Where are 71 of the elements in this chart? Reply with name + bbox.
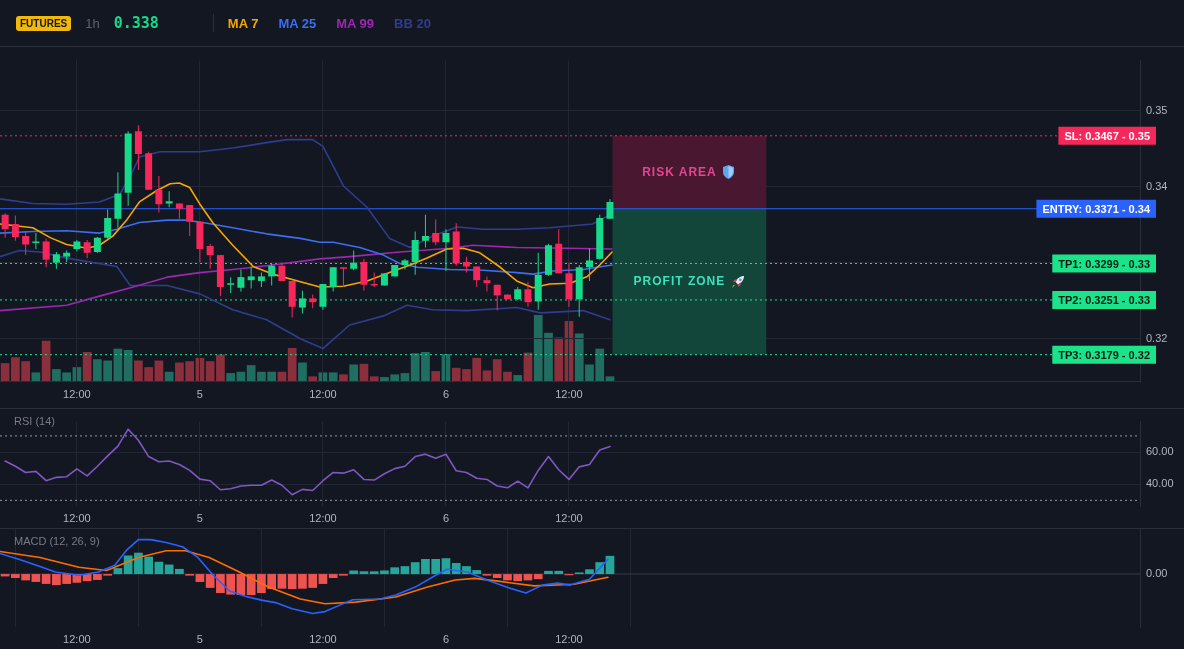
- x-tick-label: 12:00: [309, 511, 337, 524]
- y-tick-label: 60.00: [1146, 445, 1174, 458]
- ref-line-label: TP3: 0.3179 - 0.32: [1058, 348, 1151, 361]
- bar: [482, 370, 492, 381]
- bar: [400, 373, 410, 381]
- x-tick-label: 12:00: [309, 632, 337, 645]
- x-tick-label: 5: [196, 632, 203, 645]
- ref-line-label: TP2: 0.3251 - 0.33: [1058, 293, 1151, 306]
- text: MA 99: [336, 15, 375, 31]
- x-tick-label: 5: [196, 511, 203, 524]
- y-tick-label: 0.34: [1146, 179, 1168, 192]
- text: MA 7: [227, 15, 259, 31]
- bar: [113, 568, 123, 575]
- bar: [31, 372, 41, 381]
- bar: [308, 376, 318, 381]
- text: MA 25: [278, 15, 317, 31]
- bar: [339, 374, 348, 381]
- text: BB 20: [394, 15, 431, 31]
- bar: [431, 371, 441, 381]
- bar: [298, 362, 307, 381]
- x-tick-label: 12:00: [63, 632, 91, 645]
- x-tick-label: 12:00: [63, 511, 91, 524]
- x-tick-label: 12:00: [309, 387, 337, 400]
- y-tick-label: 40.00: [1146, 477, 1174, 490]
- text: 0.00: [1146, 567, 1168, 580]
- bar: [554, 337, 564, 381]
- ref-line-label: SL: 0.3467 - 0.35: [1064, 129, 1150, 142]
- bar: [277, 574, 287, 589]
- bar: [349, 570, 359, 575]
- bar: [31, 574, 41, 582]
- text: 1h: [85, 15, 100, 31]
- y-tick-label: 0.35: [1146, 103, 1168, 116]
- bar: [82, 351, 92, 381]
- y-tick-label: 0.32: [1146, 331, 1168, 344]
- bar: [513, 375, 523, 381]
- bar: [226, 373, 236, 381]
- ref-line-label: TP1: 0.3299 - 0.33: [1058, 257, 1151, 270]
- bar: [123, 349, 133, 381]
- bar: [318, 574, 328, 584]
- bar: [359, 363, 369, 381]
- annotation: RSI (14): [14, 415, 55, 427]
- x-tick-label: 12:00: [555, 632, 583, 645]
- x-tick-label: 12:00: [555, 387, 583, 400]
- bar: [41, 574, 51, 584]
- bar: [533, 574, 543, 580]
- x-tick-label: 6: [442, 387, 450, 400]
- x-tick-label: 5: [196, 387, 203, 400]
- bar: [328, 372, 338, 381]
- x-tick-label: 6: [442, 511, 450, 524]
- bar: [41, 340, 51, 381]
- bar: [154, 561, 164, 575]
- bar: [0, 363, 10, 381]
- band-label: RISK AREA: [642, 164, 717, 179]
- candlestick: [339, 267, 347, 288]
- bar: [359, 571, 369, 575]
- annotation: MACD (12, 26, 9): [14, 535, 100, 547]
- bar: [605, 376, 615, 381]
- bar: [154, 360, 164, 381]
- bar: [400, 566, 410, 575]
- bar: [195, 574, 205, 582]
- x-tick-label: 6: [442, 632, 450, 645]
- bar: [164, 371, 174, 381]
- band-label: PROFIT ZONE: [633, 274, 726, 289]
- bar: [369, 376, 379, 381]
- text: 0.338: [113, 14, 159, 32]
- x-tick-label: 12:00: [555, 511, 583, 524]
- text: FUTURES: [16, 15, 72, 31]
- bar: [287, 348, 297, 381]
- ref-line-label: ENTRY: 0.3371 - 0.34: [1042, 202, 1151, 215]
- bar: [349, 364, 359, 381]
- x-tick-label: 12:00: [63, 387, 91, 400]
